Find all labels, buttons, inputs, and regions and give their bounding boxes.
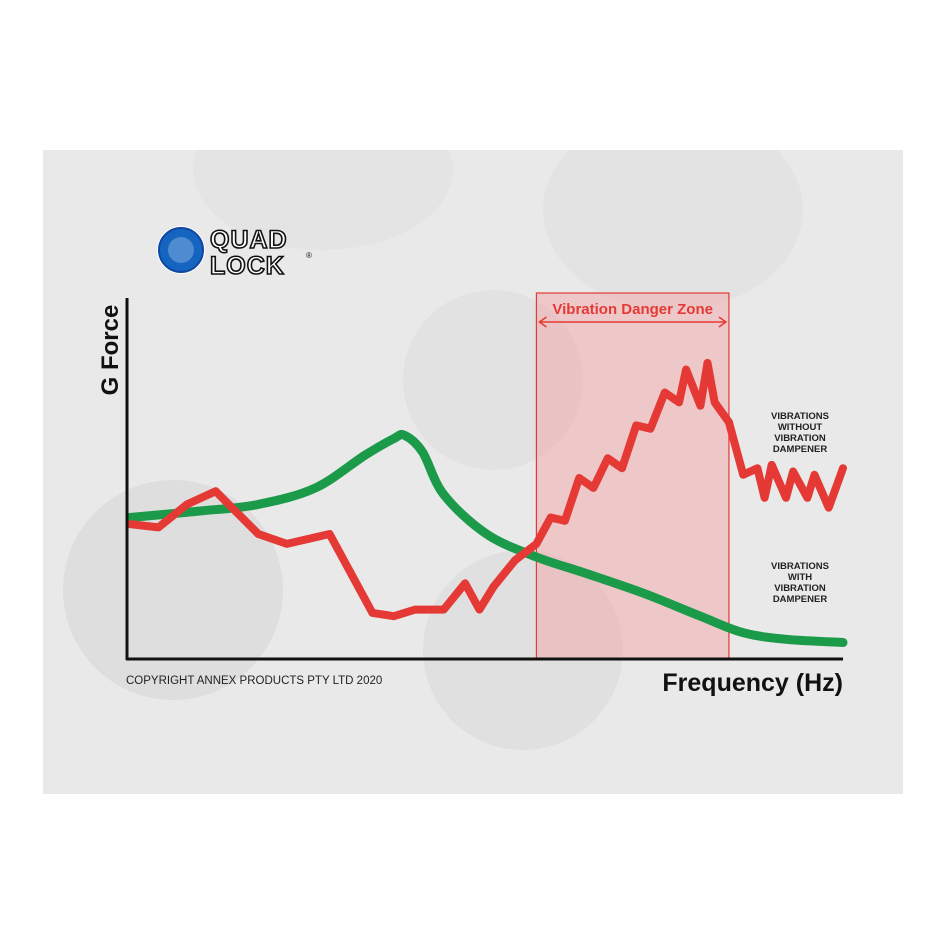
series-label-line: VIBRATIONS xyxy=(771,411,829,422)
series-label-line: DAMPENER xyxy=(773,594,828,605)
series-label-line: VIBRATION xyxy=(774,583,826,594)
series-line-without-dampener xyxy=(126,358,847,621)
logo-text-line2: LOCK xyxy=(210,252,285,280)
danger-zone-label: Vibration Danger Zone xyxy=(552,301,713,318)
series-label-line: WITH xyxy=(788,572,812,583)
logo-ring-icon xyxy=(158,227,204,273)
background-shape xyxy=(423,550,623,750)
series-label-line: VIBRATION xyxy=(774,433,826,444)
x-axis-label: Frequency (Hz) xyxy=(662,669,843,697)
y-axis-label: G Force xyxy=(97,305,124,396)
series-line-with-dampener xyxy=(125,429,848,647)
quad-lock-logo: QUAD LOCK ® xyxy=(157,225,312,281)
background-shape xyxy=(543,150,803,310)
logo-inner-icon xyxy=(168,237,194,263)
series-label-line: WITHOUT xyxy=(778,422,823,433)
copyright-text: COPYRIGHT ANNEX PRODUCTS PTY LTD 2020 xyxy=(126,675,382,687)
series-label-line: DAMPENER xyxy=(773,444,828,455)
logo-trademark: ® xyxy=(306,251,312,260)
series-label-line: VIBRATIONS xyxy=(771,561,829,572)
danger-zone-arrow xyxy=(538,316,728,328)
logo-text-line1: QUAD xyxy=(210,226,288,254)
background-shape xyxy=(403,290,583,470)
danger-zone-area xyxy=(535,292,730,660)
